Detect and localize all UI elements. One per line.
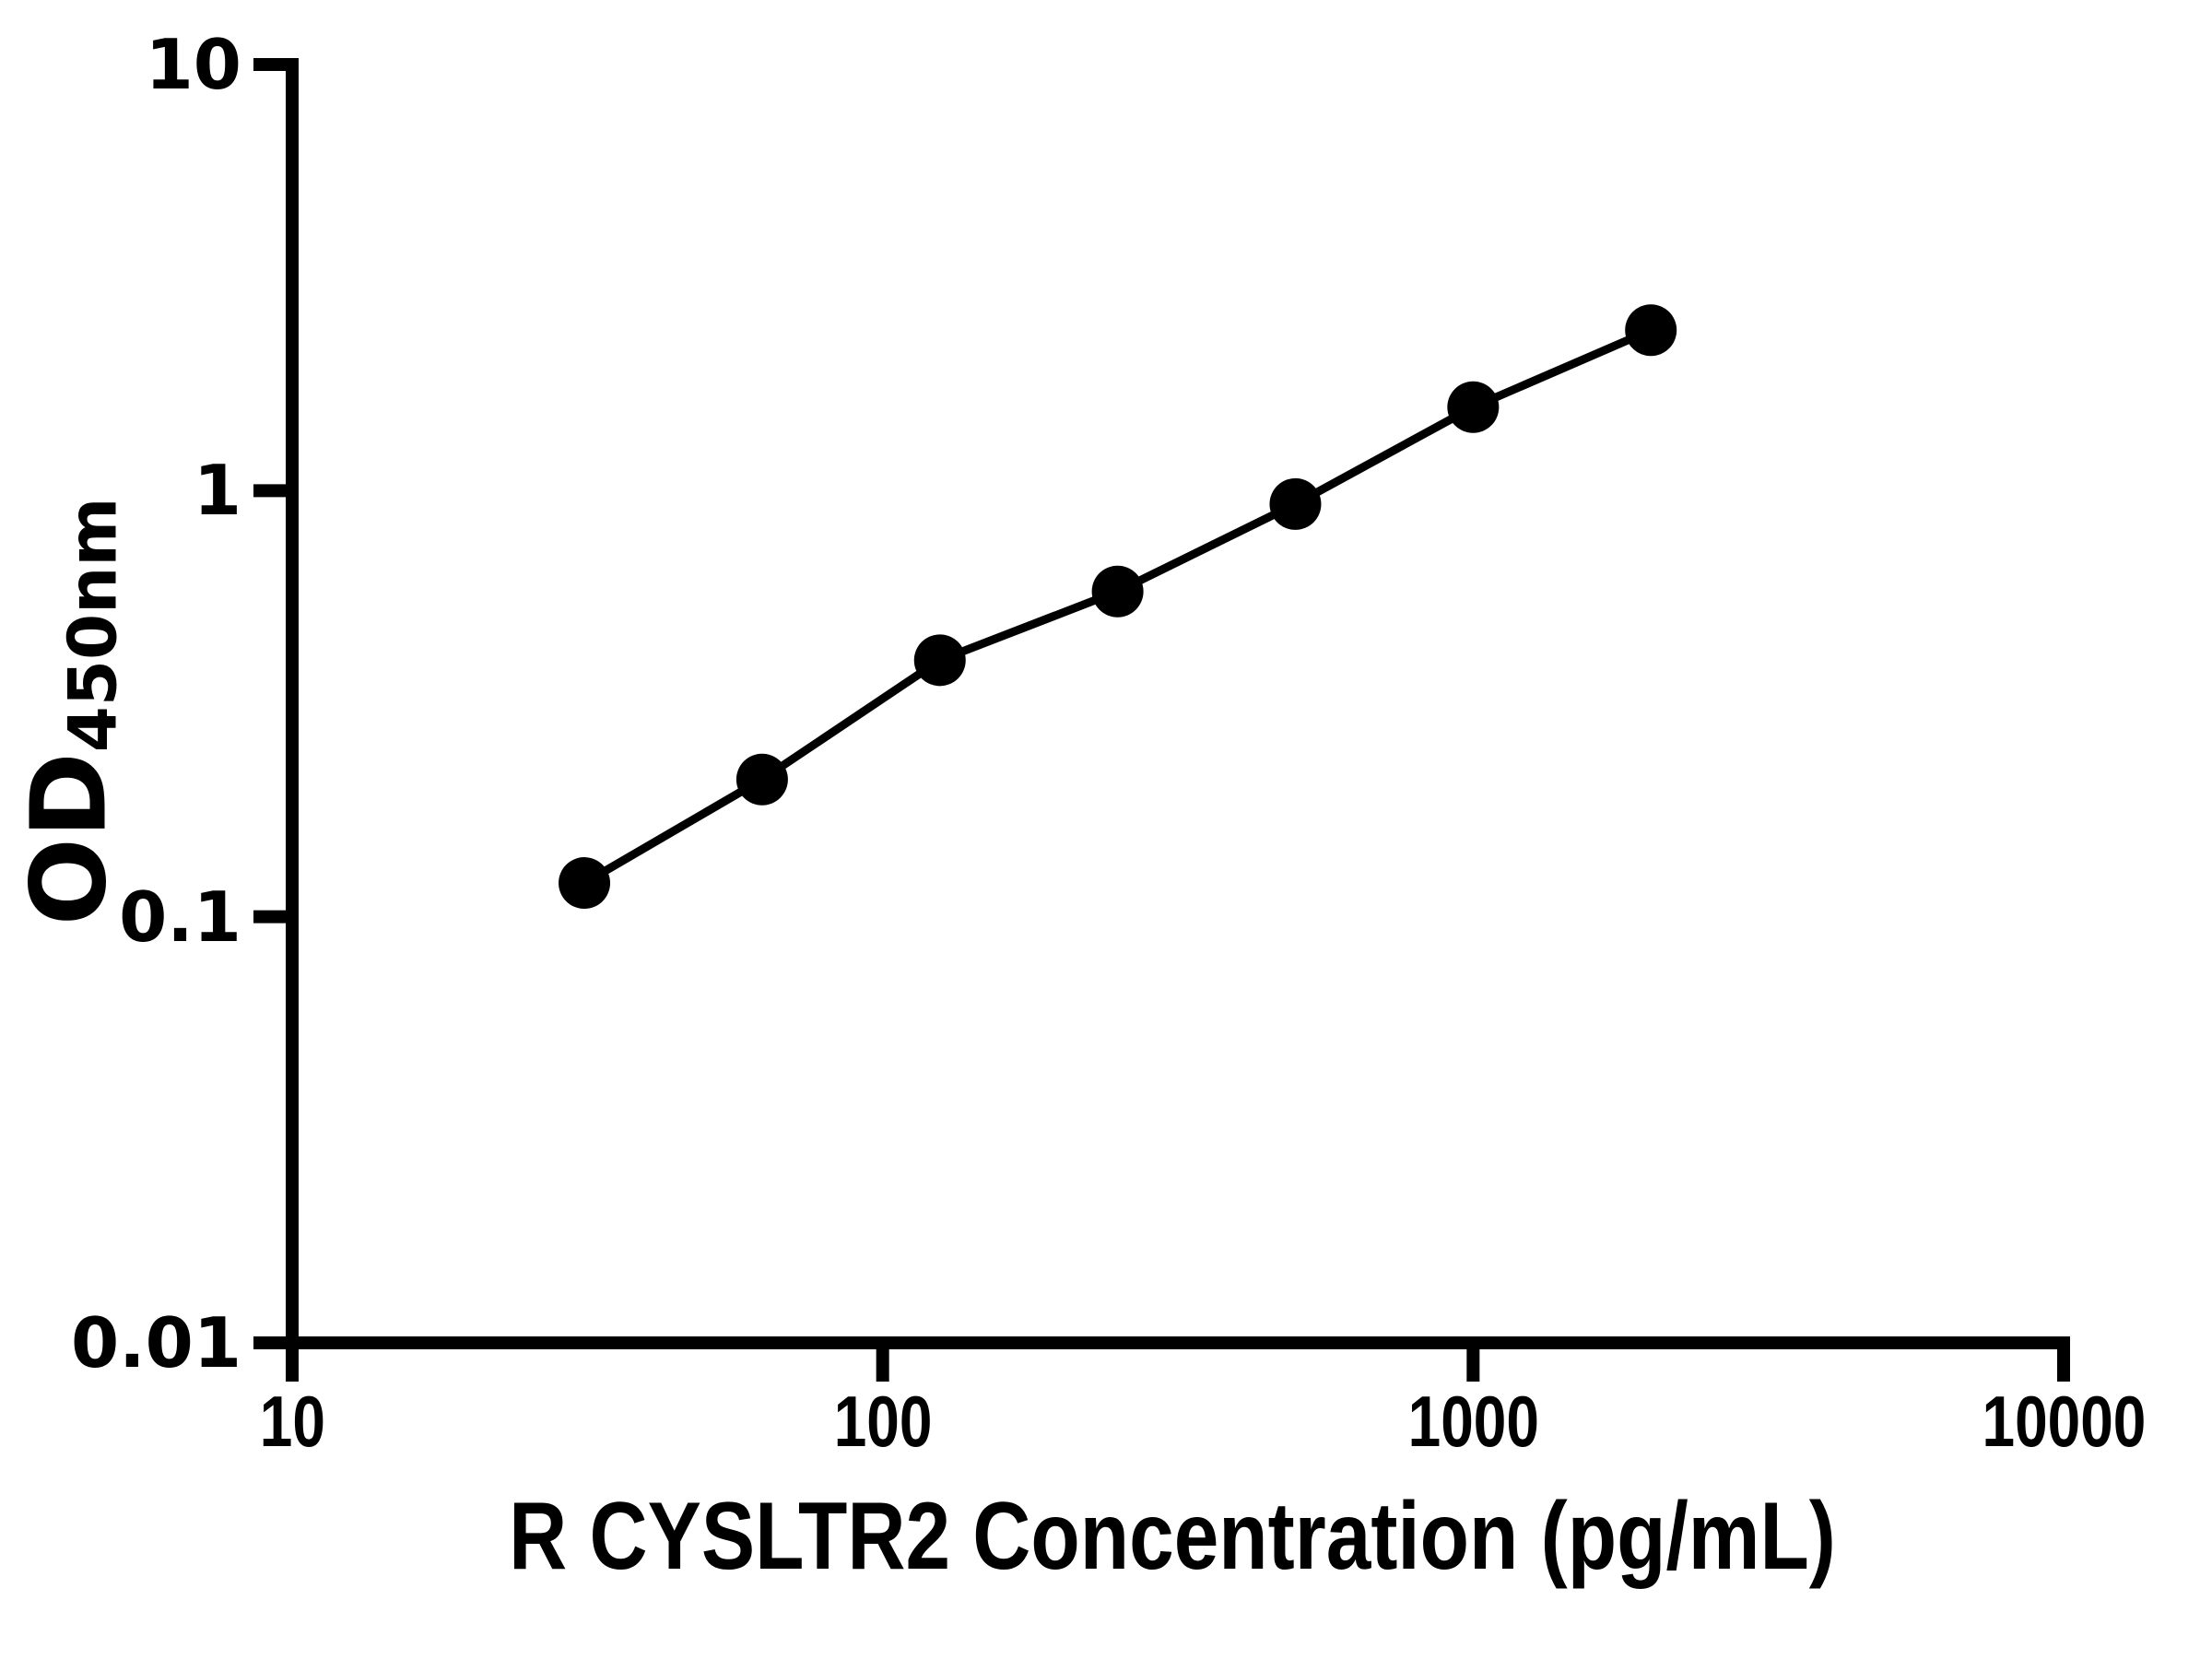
data-point bbox=[913, 634, 966, 687]
data-point bbox=[1447, 381, 1500, 433]
y-tick-label-0.01: 0.01 bbox=[70, 1302, 241, 1383]
y-axis-title-subscript: 450nm bbox=[53, 497, 132, 753]
data-point bbox=[1091, 565, 1144, 618]
data-point bbox=[735, 753, 788, 806]
data-point bbox=[1269, 477, 1322, 530]
x-tick-label-10: 10 bbox=[259, 1381, 325, 1462]
data-point bbox=[1625, 304, 1677, 357]
y-tick-label-1: 1 bbox=[193, 450, 241, 532]
x-axis-title: R CYSLTR2 Concentration (pg/mL) bbox=[509, 1483, 1836, 1590]
y-tick-label-10: 10 bbox=[145, 24, 241, 105]
y-tick-label-0.1: 0.1 bbox=[119, 876, 241, 958]
data-point bbox=[559, 857, 611, 910]
y-axis-title-main: OD bbox=[9, 752, 130, 926]
x-tick-label-10000: 10000 bbox=[1982, 1381, 2146, 1462]
x-tick-label-1000: 1000 bbox=[1407, 1381, 1539, 1462]
x-tick-label-100: 100 bbox=[833, 1381, 933, 1462]
y-axis-title: OD450nm bbox=[10, 497, 145, 926]
